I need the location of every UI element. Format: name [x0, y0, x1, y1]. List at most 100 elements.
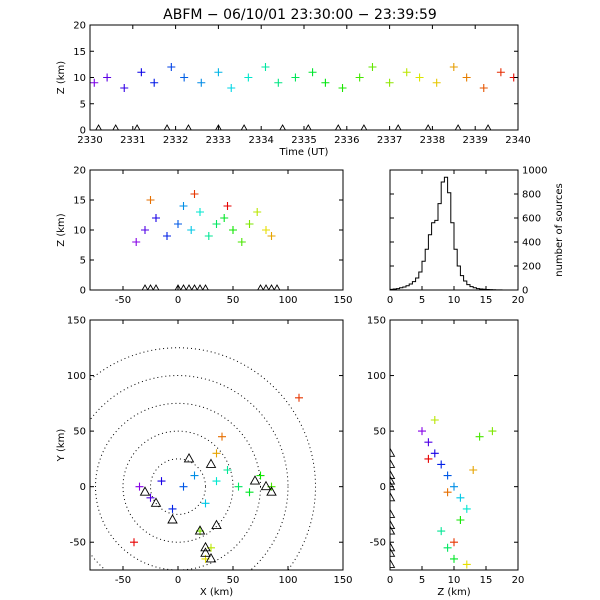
- source-point: [223, 202, 232, 210]
- y-tick-label: 50: [373, 427, 386, 438]
- source-point: [234, 482, 243, 491]
- y-axis-label: Z (km): [56, 61, 67, 94]
- ground-event-marker: [152, 284, 160, 290]
- z-y-frame: [389, 319, 519, 571]
- x-tick-label: 2337: [377, 135, 402, 146]
- histogram-bar: [428, 235, 431, 290]
- source-point: [223, 466, 232, 474]
- ground-event-marker: [390, 458, 396, 468]
- x-tick-label: 20: [512, 575, 525, 586]
- ground-event-marker: [185, 124, 192, 130]
- source-point: [180, 73, 189, 82]
- source-point: [462, 73, 471, 82]
- source-point: [244, 73, 253, 82]
- source-point: [150, 78, 159, 87]
- ground-event-marker: [183, 452, 195, 463]
- y-tick-label: 20: [73, 166, 86, 177]
- x-tick-label: 0: [175, 295, 181, 306]
- ground-event-marker: [249, 475, 261, 485]
- source-point: [443, 488, 452, 497]
- range-ring: [95, 402, 261, 570]
- histogram-bar: [438, 204, 441, 290]
- y-tick-label: 100: [367, 371, 386, 382]
- source-point: [187, 226, 196, 234]
- histogram-bar: [425, 249, 428, 290]
- histogram-bar: [451, 223, 454, 290]
- ground-event-marker: [279, 124, 286, 130]
- source-point: [103, 73, 112, 82]
- y-tick-label: 0: [80, 482, 86, 493]
- ground-event-marker: [257, 284, 264, 290]
- ground-event-marker: [390, 447, 396, 457]
- source-point: [469, 466, 478, 474]
- source-point: [308, 68, 317, 77]
- ground-event-marker: [185, 284, 193, 290]
- source-point: [430, 449, 439, 458]
- ground-event-marker: [202, 284, 209, 290]
- source-point: [450, 482, 458, 491]
- figure-title: ABFM − 06/10/01 23:30:00 − 23:39:59: [163, 7, 437, 23]
- ground-event-marker: [200, 547, 211, 557]
- x-tick-label: 2334: [248, 135, 273, 146]
- ground-event-marker: [196, 284, 204, 290]
- ground-event-marker: [180, 284, 187, 290]
- source-point: [462, 560, 471, 569]
- source-point: [424, 454, 433, 463]
- source-point: [291, 73, 300, 82]
- ground-event-marker: [266, 486, 277, 496]
- ground-event-marker: [139, 486, 151, 496]
- y-tick-label: 50: [73, 427, 86, 438]
- y-axis-label: number of sources: [554, 183, 565, 276]
- source-point: [418, 427, 426, 436]
- source-point: [338, 84, 347, 92]
- ground-event-marker: [484, 124, 492, 130]
- source-point: [443, 543, 452, 552]
- source-point: [220, 214, 229, 222]
- source-point: [179, 482, 188, 491]
- y-tick-label: 800: [522, 190, 541, 201]
- ground-event-marker: [390, 558, 396, 568]
- source-point: [212, 220, 221, 228]
- y-tick-label: 100: [67, 371, 86, 382]
- source-point: [295, 393, 303, 402]
- source-point: [135, 482, 144, 491]
- source-point: [496, 68, 505, 77]
- source-point: [168, 504, 177, 513]
- ground-event-marker: [95, 124, 102, 130]
- ground-event-marker: [211, 519, 222, 530]
- ground-event-marker: [390, 541, 396, 552]
- source-point: [245, 220, 254, 228]
- y-tick-label: 150: [67, 316, 86, 327]
- x-tick-label: 100: [278, 575, 297, 586]
- z-y-marks: [390, 416, 497, 569]
- y-tick-label: 600: [522, 214, 541, 225]
- source-point: [245, 488, 254, 497]
- y-tick-label: 0: [380, 482, 386, 493]
- x-z-frame: [89, 169, 344, 291]
- source-point: [262, 226, 270, 234]
- source-point: [120, 84, 129, 92]
- x-tick-label: 50: [227, 575, 240, 586]
- y-tick-label: 5: [80, 256, 86, 267]
- y-tick-label: 400: [522, 238, 541, 249]
- x-tick-label: 15: [480, 575, 493, 586]
- source-point: [385, 78, 394, 87]
- x-tick-label: 10: [448, 295, 461, 306]
- source-point: [424, 438, 433, 447]
- x-y-panel: -50 0 50 100 150 -50 0 50 100 150 X (km) Y (km): [56, 316, 353, 599]
- source-point: [179, 202, 188, 210]
- ground-event-marker: [141, 284, 149, 290]
- source-point: [450, 554, 458, 563]
- x-axis-label: X (km): [200, 587, 233, 598]
- source-point: [137, 68, 146, 77]
- ground-event-marker: [268, 284, 275, 290]
- ground-event-marker: [334, 124, 342, 130]
- histogram-bar: [441, 182, 444, 290]
- x-tick-label: 0: [387, 295, 393, 306]
- source-point: [146, 493, 155, 502]
- source-point: [321, 78, 330, 87]
- ground-event-marker: [390, 519, 396, 530]
- x-tick-label: 150: [333, 295, 352, 306]
- source-point: [152, 214, 160, 222]
